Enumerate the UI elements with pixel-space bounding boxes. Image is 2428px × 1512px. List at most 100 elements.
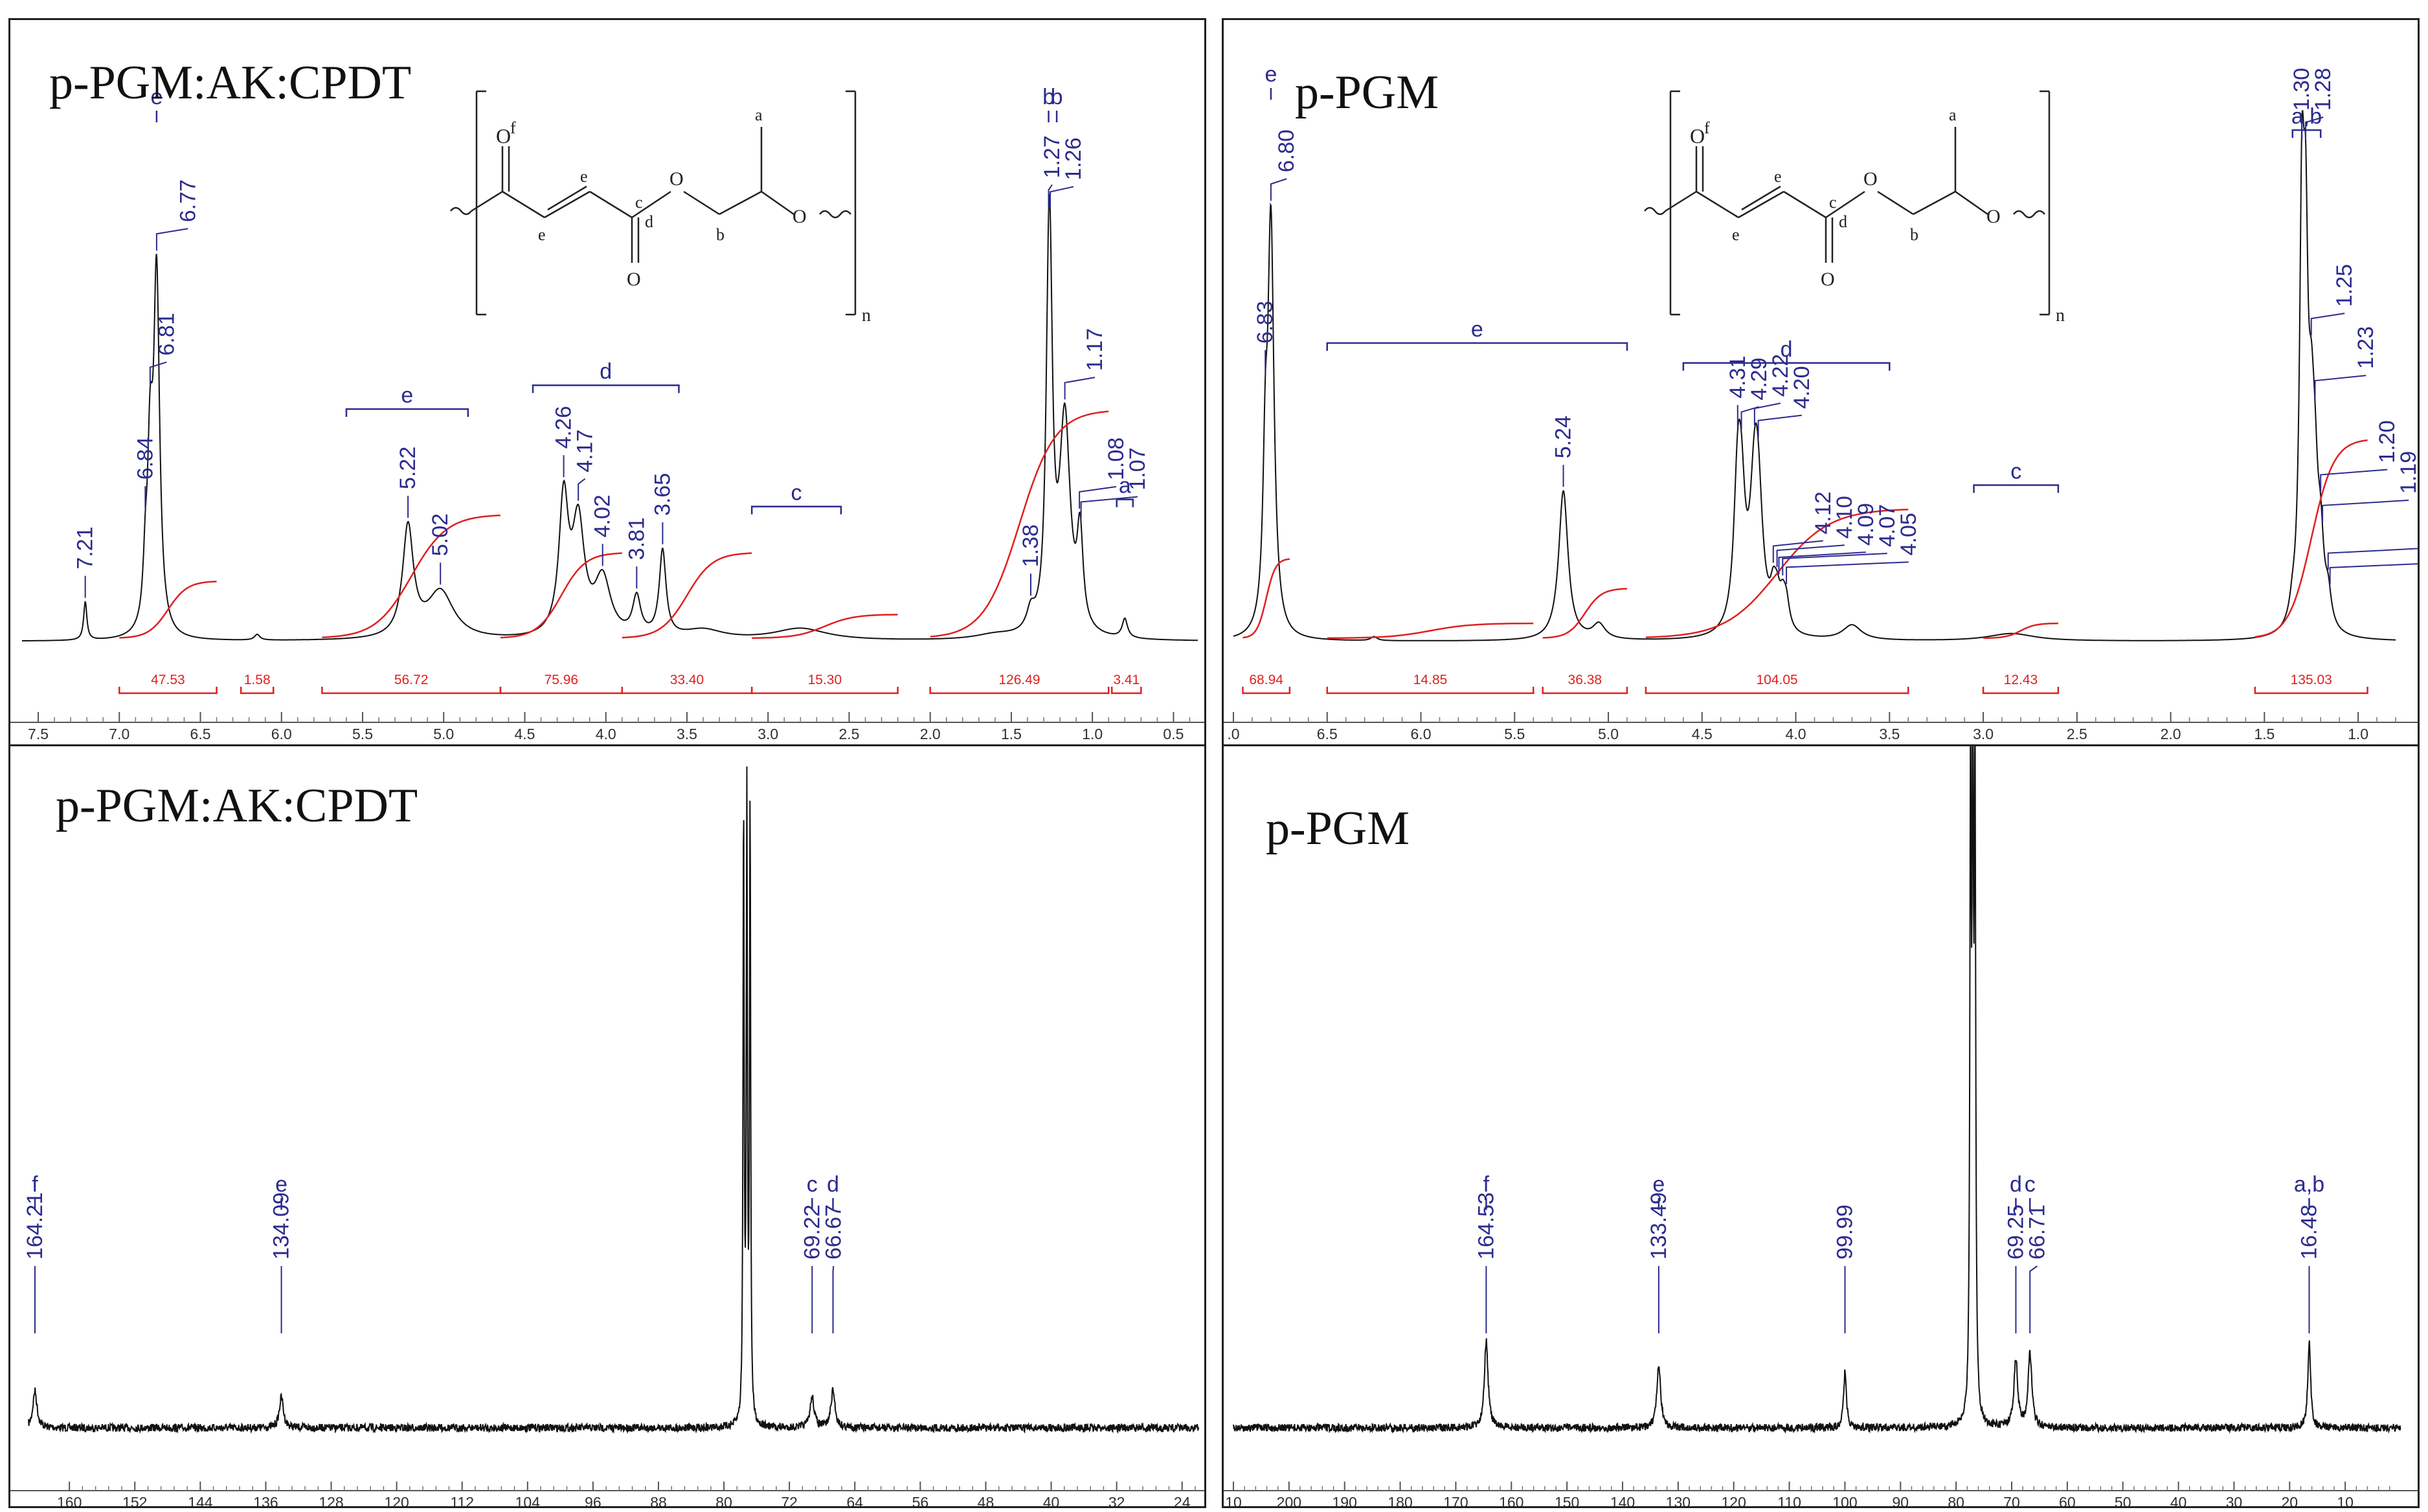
x-tick-label: 140 <box>1610 1494 1635 1508</box>
assignment-label: d <box>1781 337 1793 362</box>
atom-label: O <box>627 269 641 290</box>
x-tick-label: 60 <box>2059 1494 2076 1508</box>
peak-leader <box>2029 1265 2038 1333</box>
peak-leader <box>2310 313 2345 336</box>
assignment-label: a <box>1119 474 1131 498</box>
wavy-bond <box>1644 206 1666 216</box>
peak-leader <box>2320 469 2388 492</box>
x-tick-label: 72 <box>781 1494 798 1508</box>
assignment-label: c <box>2010 459 2021 484</box>
integral-curve <box>119 581 217 639</box>
assignment-bracket <box>750 506 842 515</box>
panel-title: p-PGM:AK:CPDT <box>49 56 412 109</box>
peak-leader <box>1776 544 1845 568</box>
x-tick-label: 2.0 <box>2161 726 2181 742</box>
x-tick-label: 80 <box>1948 1494 1964 1508</box>
x-axis-title: Chemical Shift (ppm) <box>550 744 671 746</box>
spectrum-svg-h1-ak: 47.53 1.58 56.72 75.96 33.40 15.30 126.49 3.41 7… <box>10 85 1204 746</box>
atom-label: c <box>635 193 643 212</box>
wavy-bond <box>2013 210 2045 219</box>
x-tick-label: 6.5 <box>1317 726 1338 742</box>
peak-leader <box>1270 178 1287 201</box>
peak-label: 99.99 <box>1833 1205 1858 1260</box>
x-tick-label: 200 <box>1277 1494 1301 1508</box>
atom-label: f <box>1704 118 1710 137</box>
integral-bracket <box>240 687 275 695</box>
x-tick-label: 50 <box>2115 1494 2131 1508</box>
integral-label: 1.58 <box>244 673 271 687</box>
bond <box>1696 190 1739 219</box>
assignment-bracket <box>2291 129 2322 138</box>
bond <box>1738 190 1784 219</box>
integral-curve <box>1242 558 1290 639</box>
x-tick-label: 4.0 <box>1786 726 1806 742</box>
atom-label: n <box>2056 306 2065 326</box>
x-tick-label: 4.5 <box>1692 726 1713 742</box>
assignment-label: a,b <box>2291 104 2322 129</box>
x-tick-label: 80 <box>715 1494 732 1508</box>
bond <box>1783 190 1827 219</box>
peak-leader <box>1753 403 1781 426</box>
peak-label: 1.17 <box>1083 328 1107 371</box>
bond <box>1955 190 1988 216</box>
integral-label: 3.41 <box>1113 673 1140 687</box>
assignment-label: c <box>807 1172 818 1197</box>
spectrum-svg-h1-pgm: 68.94 14.85 36.38 104.05 12.43 135.03 .0 6.5 6.0… <box>1224 62 2418 746</box>
x-tick-label: 152 <box>122 1494 147 1508</box>
peak-label: 4.09 <box>1854 503 1878 546</box>
x-tick-label: 48 <box>978 1494 995 1508</box>
assignment-bracket <box>1973 484 2060 493</box>
integral-curve <box>622 552 752 639</box>
integral-curve <box>500 552 622 639</box>
x-tick-label: 170 <box>1443 1494 1468 1508</box>
bond <box>1877 190 1914 216</box>
wavy-bond <box>819 210 851 219</box>
x-tick-label: 2.5 <box>2067 726 2087 742</box>
bond <box>761 190 794 216</box>
integral-curve <box>1327 622 1534 639</box>
bond <box>631 190 671 219</box>
peak-leader <box>1064 377 1096 400</box>
x-tick-label: 1.5 <box>1001 726 1022 742</box>
peak-label: 66.71 <box>2025 1205 2049 1260</box>
x-axis-title: Chemical Shift (ppm) <box>1754 744 1875 746</box>
integral-label: 68.94 <box>1249 673 1283 687</box>
assignment-label: f <box>1483 1172 1490 1197</box>
x-tick-label: 160 <box>1499 1494 1523 1508</box>
x-tick-label: 5.0 <box>1598 726 1619 742</box>
structure-svg: Of e e Ocd Ob a On <box>450 90 871 326</box>
peak-label: 1.25 <box>2332 264 2357 307</box>
x-tick-label: 0.5 <box>1163 726 1184 742</box>
x-tick-label: 130 <box>1666 1494 1691 1508</box>
peak-label: 7.21 <box>73 526 98 569</box>
panel-title: p-PGM:AK:CPDT <box>56 779 418 832</box>
peak-label: 1.38 <box>1018 524 1043 567</box>
x-tick-label: 128 <box>319 1494 343 1508</box>
x-tick-label: 40 <box>2170 1494 2187 1508</box>
peak-label: 4.05 <box>1896 513 1921 555</box>
bond <box>719 190 762 216</box>
peak-label: 5.24 <box>1551 416 1576 458</box>
peak-leader <box>578 478 586 501</box>
atom-label: n <box>862 306 871 326</box>
x-tick-label: 2.5 <box>838 726 859 742</box>
x-tick-label: 90 <box>1892 1494 1909 1508</box>
x-tick-label: 180 <box>1388 1494 1412 1508</box>
peak-label: 5.02 <box>428 513 453 556</box>
integral-bracket <box>1326 687 1534 695</box>
integral-bracket <box>1110 687 1142 695</box>
panel-title: p-PGM <box>1266 802 1410 855</box>
integral-bracket <box>499 687 624 695</box>
integral-bracket <box>1982 687 2060 695</box>
assignment-bracket <box>1326 342 1628 351</box>
peak-label: 3.65 <box>650 473 675 516</box>
atom-label: O <box>669 168 684 190</box>
integral-bracket <box>621 687 753 695</box>
x-tick-label: 100 <box>1832 1494 1857 1508</box>
integral-curve <box>1645 508 1909 638</box>
atom-label: a <box>1949 106 1957 124</box>
integral-bracket <box>1242 687 1291 695</box>
peak-label: 69.22 <box>800 1205 824 1260</box>
x-tick-label: 1.5 <box>2254 726 2275 742</box>
